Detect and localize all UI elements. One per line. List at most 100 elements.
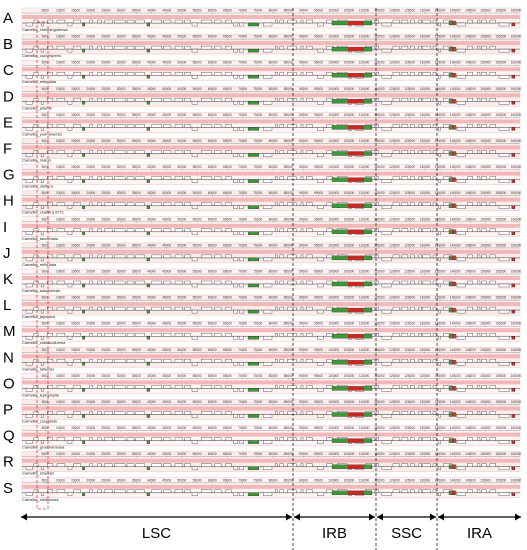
gene-block [225,228,232,232]
tick-label: 145000 [465,87,476,91]
gene-block [481,280,487,285]
gene-block [467,333,473,337]
gene-block [456,492,466,496]
tick-label: 55000 [193,452,202,456]
tick-label: 115000 [374,139,385,143]
gene-block [184,254,191,259]
gene-block [126,72,135,76]
tick-label: 70000 [238,296,247,300]
tick-label: 160000 [511,348,522,352]
gene-block [401,45,409,50]
tick-label: 145000 [465,191,476,195]
tick-label: 110000 [359,296,370,300]
tick-label: 65000 [223,400,232,404]
gene-block [191,440,198,444]
gene-block [126,45,135,50]
gene-block [46,98,54,102]
tick-label: 40000 [147,191,156,195]
tick-label: 90000 [299,217,308,221]
tick-label: 25000 [102,452,111,456]
tick-label: 55000 [193,35,202,39]
tick-label: 145000 [465,400,476,404]
tick-label: 145000 [465,322,476,326]
tick-label: 105000 [344,113,355,117]
gene-block [114,411,126,415]
gene-block [191,362,198,366]
gene-block [201,176,213,180]
gene-block [67,48,73,53]
tick-label: 75000 [253,270,262,274]
gene-block [56,254,66,259]
ir-block [451,464,455,469]
gene-block [375,437,379,441]
gene-block [418,437,422,441]
gene-block [56,280,66,285]
tick-label: 155000 [495,87,506,91]
tick-label: 55000 [193,478,202,482]
gene-block [174,333,184,337]
tick-label: 150000 [480,35,491,39]
gene-block [275,306,278,311]
tick-label: 70000 [238,61,247,65]
gene-block [82,492,86,496]
gene-block [410,359,415,363]
tick-label: 100000 [328,296,339,300]
tick-label: 50000 [177,478,186,482]
gene-block [438,101,441,105]
gene-block [40,309,44,314]
tick-label: 130000 [420,400,431,404]
pink-band [22,171,520,176]
gene-block [82,466,86,470]
tick-label: 20000 [86,139,95,143]
tick-label: 120000 [389,87,400,91]
pink-band [22,67,520,72]
gene-block [392,463,400,467]
gene-block [300,228,304,232]
gene-block [239,48,244,53]
gene-block [381,492,392,496]
tick-label: 130000 [420,426,431,430]
tick-label: 105000 [344,139,355,143]
gene-block [467,385,473,389]
tick-label: 160000 [511,400,522,404]
gene-block [279,72,284,76]
gene-block [25,388,33,392]
gene-block [477,124,481,128]
pink-band [22,276,520,280]
tick-label: 105000 [344,9,355,13]
tick-label: 155000 [495,374,506,378]
tick-label: 45000 [162,217,171,221]
row-letter: J [3,245,11,262]
gene-block [135,280,145,285]
tick-label: 50000 [177,426,186,430]
gene-block [174,176,184,180]
gene-block [432,385,437,389]
tick-label: 65000 [223,191,232,195]
row-letter: H [3,193,14,210]
gene-block [184,437,191,441]
gene-block [73,359,81,363]
gene-block [191,205,198,209]
tick-label: 35000 [132,478,141,482]
ir-block [348,151,364,156]
tick-label: 140000 [450,400,461,404]
tick-label: 30000 [117,296,126,300]
tick-label: 30000 [117,243,126,247]
gene-block [375,333,379,337]
tick-label: 135000 [435,35,446,39]
tick-label: 150000 [480,139,491,143]
gene-block [233,388,238,392]
tick-label: 110000 [359,61,370,65]
tick-label: 60000 [208,348,217,352]
tick-label: 150000 [480,452,491,456]
tick-label: 5000 [42,400,49,404]
tick-label: 100000 [328,400,339,404]
gene-block [401,385,409,389]
gene-block [174,463,184,467]
gene-block [40,127,44,131]
tick-label: 40000 [147,139,156,143]
tick-label: 120000 [389,139,400,143]
gene-block [410,98,415,102]
gene-block [126,254,135,259]
gene-block [401,437,409,441]
